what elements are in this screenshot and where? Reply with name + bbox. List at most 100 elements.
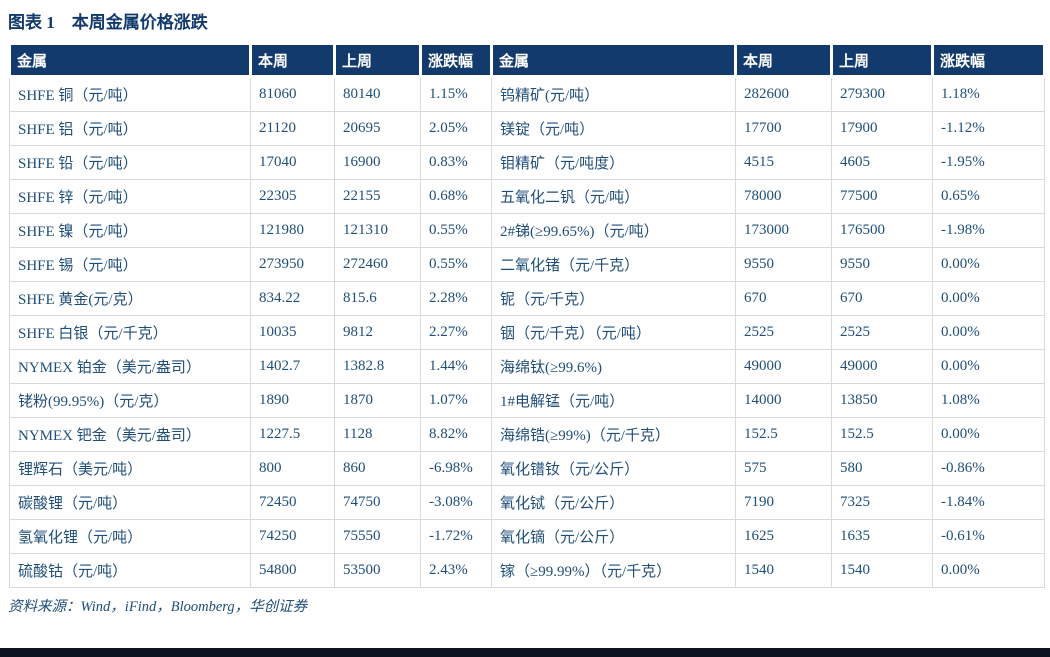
change-cell: 0.00% bbox=[932, 315, 1045, 350]
table-row: SHFE 铅（元/吨） 17040 16900 0.83% 钼精矿（元/吨度） 4515 4… bbox=[9, 145, 1045, 180]
change-cell: 1.15% bbox=[420, 76, 492, 112]
change-cell: 0.83% bbox=[420, 145, 492, 180]
this-week-cell: 575 bbox=[735, 451, 832, 486]
metal-cell: 锂辉石（美元/吨） bbox=[9, 451, 251, 486]
table-row: SHFE 铜（元/吨） 81060 80140 1.15% 钨精矿(元/吨） 282600… bbox=[9, 76, 1045, 112]
table-row: SHFE 锌（元/吨） 22305 22155 0.68% 五氧化二钒（元/吨） 7800… bbox=[9, 179, 1045, 214]
this-week-cell: 2525 bbox=[735, 315, 832, 350]
last-week-cell: 22155 bbox=[334, 179, 421, 214]
this-week-cell: 17040 bbox=[250, 145, 335, 180]
metal-cell: 碳酸锂（元/吨） bbox=[9, 485, 251, 520]
metal-cell: 硫酸钴（元/吨） bbox=[9, 553, 251, 588]
change-cell: 0.65% bbox=[932, 179, 1045, 214]
table-row: SHFE 铝（元/吨） 21120 20695 2.05% 镁锭（元/吨） 17700 17… bbox=[9, 111, 1045, 146]
this-week-cell: 17700 bbox=[735, 111, 832, 146]
metal-cell: 海绵钛(≥99.6%) bbox=[491, 349, 736, 384]
this-week-cell: 800 bbox=[250, 451, 335, 486]
last-week-cell: 176500 bbox=[831, 213, 933, 248]
column-header-change: 涨跌幅 bbox=[931, 42, 1046, 78]
last-week-cell: 80140 bbox=[334, 76, 421, 112]
this-week-cell: 152.5 bbox=[735, 417, 832, 452]
change-cell: 0.68% bbox=[420, 179, 492, 214]
table-row: 锂辉石（美元/吨） 800 860 -6.98% 氧化镨钕（元/公斤） 575 580 -0.… bbox=[9, 451, 1045, 486]
this-week-cell: 4515 bbox=[735, 145, 832, 180]
last-week-cell: 77500 bbox=[831, 179, 933, 214]
metal-cell: NYMEX 铂金（美元/盎司） bbox=[9, 349, 251, 384]
this-week-cell: 54800 bbox=[250, 553, 335, 588]
this-week-cell: 81060 bbox=[250, 76, 335, 112]
metal-cell: NYMEX 钯金（美元/盎司） bbox=[9, 417, 251, 452]
change-cell: -1.98% bbox=[932, 213, 1045, 248]
this-week-cell: 1227.5 bbox=[250, 417, 335, 452]
last-week-cell: 20695 bbox=[334, 111, 421, 146]
this-week-cell: 74250 bbox=[250, 519, 335, 554]
source-note: 资料来源：Wind，iFind，Bloomberg，华创证券 bbox=[8, 599, 308, 615]
last-week-cell: 121310 bbox=[334, 213, 421, 248]
metal-cell: SHFE 黄金(元/克） bbox=[9, 281, 251, 316]
last-week-cell: 4605 bbox=[831, 145, 933, 180]
this-week-cell: 1890 bbox=[250, 383, 335, 418]
change-cell: -1.84% bbox=[932, 485, 1045, 520]
column-header-change: 涨跌幅 bbox=[419, 42, 493, 78]
last-week-cell: 152.5 bbox=[831, 417, 933, 452]
metal-cell: 氧化镝（元/公斤） bbox=[491, 519, 736, 554]
last-week-cell: 1540 bbox=[831, 553, 933, 588]
last-week-cell: 1870 bbox=[334, 383, 421, 418]
change-cell: 1.08% bbox=[932, 383, 1045, 418]
last-week-cell: 7325 bbox=[831, 485, 933, 520]
last-week-cell: 2525 bbox=[831, 315, 933, 350]
change-cell: 0.00% bbox=[932, 553, 1045, 588]
table-row: 碳酸锂（元/吨） 72450 74750 -3.08% 氧化铽（元/公斤） 7190 732… bbox=[9, 485, 1045, 520]
metal-cell: 1#电解锰（元/吨） bbox=[491, 383, 736, 418]
metal-cell: 镁锭（元/吨） bbox=[491, 111, 736, 146]
column-header-last-week: 上周 bbox=[830, 42, 934, 78]
this-week-cell: 173000 bbox=[735, 213, 832, 248]
this-week-cell: 282600 bbox=[735, 76, 832, 112]
table-header-row: 金属 本周 上周 涨跌幅 金属 本周 上周 涨跌幅 bbox=[8, 42, 1046, 78]
metal-cell: 铌（元/千克） bbox=[491, 281, 736, 316]
change-cell: 0.55% bbox=[420, 247, 492, 282]
this-week-cell: 14000 bbox=[735, 383, 832, 418]
this-week-cell: 670 bbox=[735, 281, 832, 316]
change-cell: -0.86% bbox=[932, 451, 1045, 486]
this-week-cell: 78000 bbox=[735, 179, 832, 214]
this-week-cell: 22305 bbox=[250, 179, 335, 214]
metal-cell: 五氧化二钒（元/吨） bbox=[491, 179, 736, 214]
last-week-cell: 17900 bbox=[831, 111, 933, 146]
metal-cell: 二氧化锗（元/千克） bbox=[491, 247, 736, 282]
last-week-cell: 860 bbox=[334, 451, 421, 486]
table-row: SHFE 白银（元/千克） 10035 9812 2.27% 铟（元/千克）（元/吨） 2… bbox=[9, 315, 1045, 350]
this-week-cell: 1625 bbox=[735, 519, 832, 554]
this-week-cell: 21120 bbox=[250, 111, 335, 146]
last-week-cell: 16900 bbox=[334, 145, 421, 180]
figure-title: 图表 1 本周金属价格涨跌 bbox=[8, 13, 208, 32]
this-week-cell: 273950 bbox=[250, 247, 335, 282]
last-week-cell: 74750 bbox=[334, 485, 421, 520]
table-row: NYMEX 铂金（美元/盎司） 1402.7 1382.8 1.44% 海绵钛(≥99.… bbox=[9, 349, 1045, 384]
table-row: 铑粉(99.95%)（元/克） 1890 1870 1.07% 1#电解锰（元/吨） 14… bbox=[9, 383, 1045, 418]
change-cell: -1.95% bbox=[932, 145, 1045, 180]
last-week-cell: 53500 bbox=[334, 553, 421, 588]
metal-cell: 氧化铽（元/公斤） bbox=[491, 485, 736, 520]
last-week-cell: 9812 bbox=[334, 315, 421, 350]
change-cell: -1.12% bbox=[932, 111, 1045, 146]
change-cell: 2.43% bbox=[420, 553, 492, 588]
change-cell: -1.72% bbox=[420, 519, 492, 554]
last-week-cell: 580 bbox=[831, 451, 933, 486]
metal-cell: SHFE 镍（元/吨） bbox=[9, 213, 251, 248]
this-week-cell: 121980 bbox=[250, 213, 335, 248]
this-week-cell: 1540 bbox=[735, 553, 832, 588]
last-week-cell: 279300 bbox=[831, 76, 933, 112]
metal-cell: 海绵锆(≥99%)（元/千克） bbox=[491, 417, 736, 452]
change-cell: 2.28% bbox=[420, 281, 492, 316]
this-week-cell: 7190 bbox=[735, 485, 832, 520]
column-header-this-week: 本周 bbox=[249, 42, 336, 78]
column-header-metal: 金属 bbox=[490, 42, 737, 78]
metal-cell: SHFE 锌（元/吨） bbox=[9, 179, 251, 214]
last-week-cell: 815.6 bbox=[334, 281, 421, 316]
change-cell: 0.00% bbox=[932, 247, 1045, 282]
table-body: SHFE 铜（元/吨） 81060 80140 1.15% 钨精矿(元/吨） 282600… bbox=[9, 76, 1045, 588]
change-cell: 0.00% bbox=[932, 417, 1045, 452]
metal-cell: SHFE 铝（元/吨） bbox=[9, 111, 251, 146]
